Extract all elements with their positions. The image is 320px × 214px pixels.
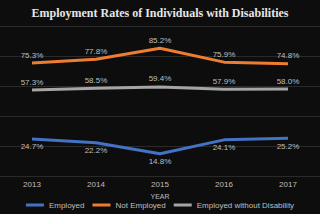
svg-text:2015: 2015 bbox=[151, 180, 169, 189]
svg-text:25.2%: 25.2% bbox=[277, 142, 300, 151]
svg-text:Employed without Disability: Employed without Disability bbox=[197, 201, 294, 210]
svg-text:YEAR: YEAR bbox=[150, 193, 169, 200]
svg-text:2017: 2017 bbox=[279, 180, 297, 189]
svg-text:2014: 2014 bbox=[87, 180, 105, 189]
svg-text:77.8%: 77.8% bbox=[85, 47, 108, 56]
svg-text:85.2%: 85.2% bbox=[149, 36, 172, 45]
svg-text:24.1%: 24.1% bbox=[213, 143, 236, 152]
svg-text:74.8%: 74.8% bbox=[277, 51, 300, 60]
svg-text:57.9%: 57.9% bbox=[213, 77, 236, 86]
svg-text:2013: 2013 bbox=[23, 180, 41, 189]
svg-text:2016: 2016 bbox=[215, 180, 233, 189]
svg-text:75.9%: 75.9% bbox=[213, 50, 236, 59]
svg-text:22.2%: 22.2% bbox=[85, 146, 108, 155]
svg-text:Not Employed: Not Employed bbox=[115, 201, 165, 210]
svg-text:58.5%: 58.5% bbox=[85, 76, 108, 85]
svg-text:Employment Rates of Individual: Employment Rates of Individuals with Dis… bbox=[31, 6, 288, 20]
svg-text:57.3%: 57.3% bbox=[21, 78, 44, 87]
svg-text:Employed: Employed bbox=[49, 201, 85, 210]
svg-text:14.8%: 14.8% bbox=[149, 157, 172, 166]
svg-text:75.3%: 75.3% bbox=[21, 51, 44, 60]
svg-text:58.0%: 58.0% bbox=[277, 77, 300, 86]
svg-text:59.4%: 59.4% bbox=[149, 74, 172, 83]
svg-text:24.7%: 24.7% bbox=[21, 142, 44, 151]
